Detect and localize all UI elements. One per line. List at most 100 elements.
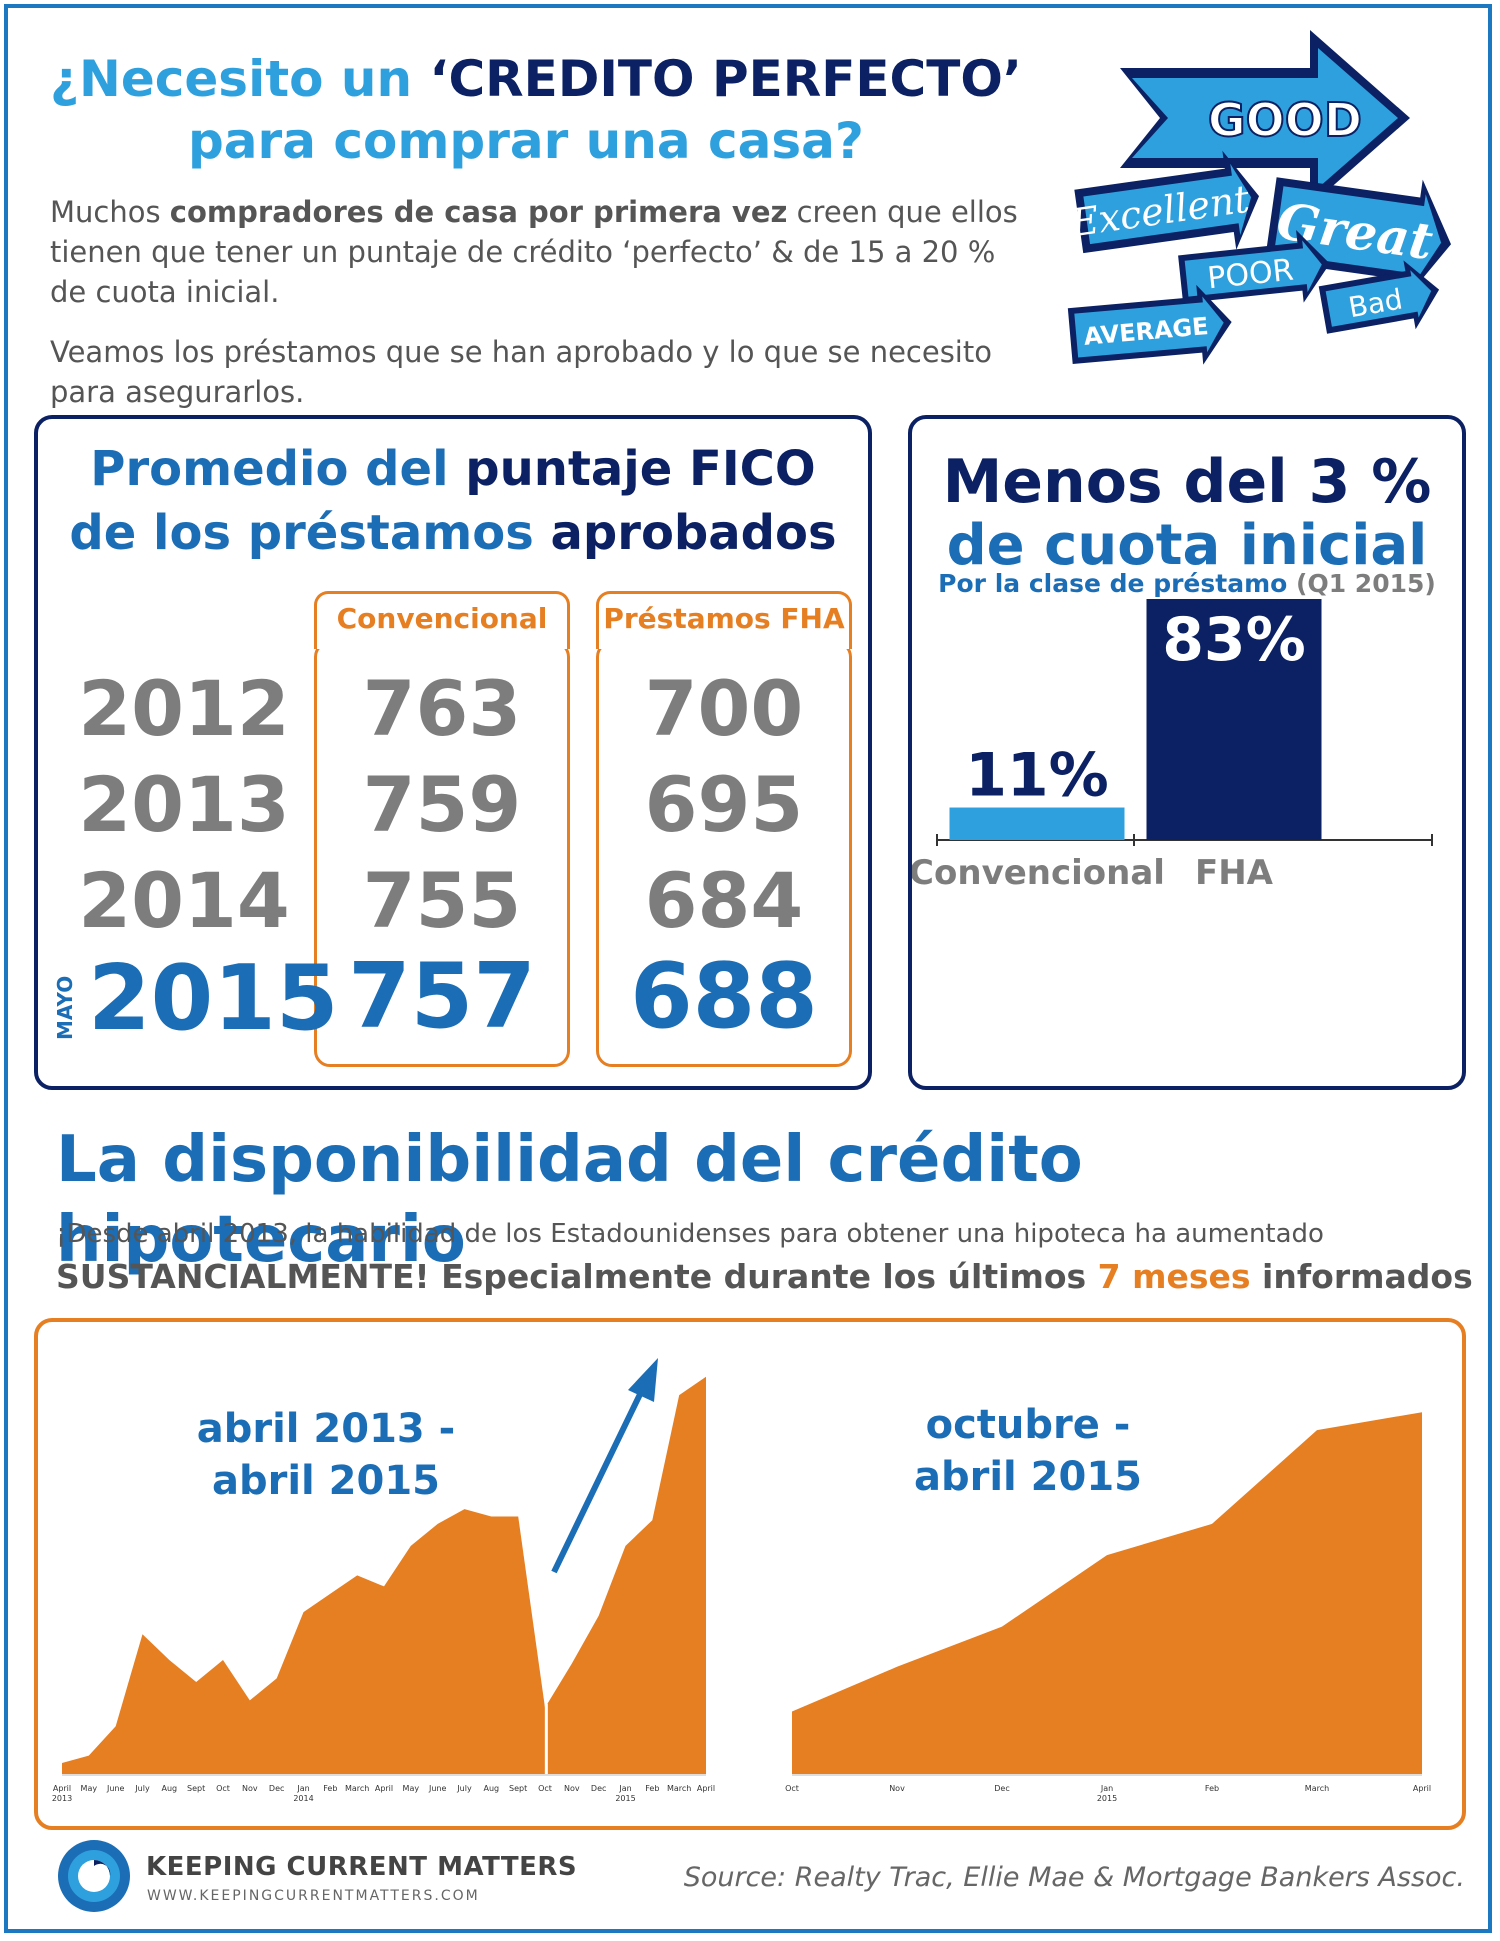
page-frame xyxy=(4,4,1492,1933)
source-note: Source: Realty Trac, Ellie Mae & Mortgag… xyxy=(683,1862,1465,1893)
x-tick-year-1-0: 2013 xyxy=(52,1794,72,1803)
x-tick-label-1-6: Oct xyxy=(216,1784,230,1793)
x-tick-label-1-5: Sept xyxy=(187,1784,205,1793)
x-tick-label-2-3: Jan xyxy=(1100,1784,1113,1793)
area-title-line1-1: abril 2013 - xyxy=(197,1406,456,1452)
x-tick-label-1-16: Aug xyxy=(484,1784,500,1793)
badge-good: GOOD xyxy=(1208,93,1362,147)
text2-part1: SUSTANCIALMENTE! Especialmente durante l… xyxy=(56,1257,1098,1296)
bad-arrow: Bad xyxy=(1318,260,1440,334)
x-tick-label-1-0: April xyxy=(53,1784,71,1793)
year-2013: 2013 xyxy=(78,760,290,849)
title-part2: ‘CREDITO PERFECTO’ xyxy=(429,50,1022,108)
area-title-line1-2: octubre - xyxy=(926,1402,1131,1448)
fico-heading: Promedio del puntaje FICO de los préstam… xyxy=(38,437,868,565)
fha-2012: 700 xyxy=(644,664,804,753)
credit-availability-panel: April 2013 May June July Aug Sept Oct Nov Dec Jan 2… xyxy=(34,1318,1466,1830)
down-payment-heading: Menos del 3 % xyxy=(942,447,1432,517)
fico-head-part1: Promedio del xyxy=(90,441,466,497)
text2-part3: informados xyxy=(1250,1257,1473,1296)
area-fill-1 xyxy=(62,1376,706,1774)
x-tick-label-1-8: Dec xyxy=(269,1784,284,1793)
down-payment-bar-chart: 11% Convencional 83% FHA xyxy=(912,599,1433,893)
poor-arrow: POOR xyxy=(1178,229,1330,304)
intro-bold: compradores de casa por primera vez xyxy=(169,195,788,229)
down-payment-subheading: de cuota inicial xyxy=(946,513,1428,578)
year-2014: 2014 xyxy=(78,856,290,945)
conv-2014: 755 xyxy=(362,856,522,945)
fha-2013: 695 xyxy=(644,760,804,849)
x-tick-label-1-15: July xyxy=(456,1784,472,1793)
bar-convencional xyxy=(949,807,1125,840)
x-tick-label-2-5: March xyxy=(1305,1784,1329,1793)
average-arrow: AVERAGE xyxy=(1067,284,1232,365)
availability-title: La disponibilidad del crédito hipotecari… xyxy=(56,1123,1083,1277)
fha-2015: 688 xyxy=(630,944,818,1049)
x-tick-year-1-9: 2014 xyxy=(293,1794,313,1803)
x-tick-year-1-21: 2015 xyxy=(615,1794,635,1803)
year-2012: 2012 xyxy=(78,664,290,753)
x-tick-label-2-1: Nov xyxy=(889,1784,905,1793)
x-tick-label-2-2: Dec xyxy=(994,1784,1009,1793)
intro-paragraph-1: Muchos compradores de casa por primera v… xyxy=(50,192,1040,312)
intro-pre: Muchos xyxy=(50,195,170,229)
bar-value-label-convencional: 11% xyxy=(965,741,1109,811)
fico-head-part3: de los préstamos xyxy=(69,505,551,561)
conv-2015: 757 xyxy=(348,944,536,1049)
x-tick-label-1-3: July xyxy=(134,1784,150,1793)
year-2015: 2015 xyxy=(88,946,339,1051)
keeping-current-matters-logo-icon xyxy=(58,1840,130,1912)
fico-head-part4: aprobados xyxy=(550,505,837,561)
mayo-label: MAYO xyxy=(53,976,77,1040)
x-tick-label-1-14: June xyxy=(428,1784,447,1793)
x-tick-label-1-24: April xyxy=(697,1784,715,1793)
fha-column-header: Préstamos FHA xyxy=(596,591,852,649)
page-title: ¿Necesito un ‘CREDITO PERFECTO’ para com… xyxy=(50,48,1050,172)
x-tick-label-2-6: April xyxy=(1413,1784,1431,1793)
logo-url: WWW.KEEPINGCURRENTMATTERS.COM xyxy=(147,1888,480,1904)
availability-text-1: ¡Desde abril 2013, la habilidad de los E… xyxy=(56,1219,1324,1249)
x-tick-label-1-11: March xyxy=(345,1784,369,1793)
x-tick-label-1-10: Feb xyxy=(323,1784,337,1793)
fico-head-part2: puntaje FICO xyxy=(465,441,816,497)
intro-paragraph-2: Veamos los préstamos que se han aprobado… xyxy=(50,335,992,409)
availability-text-2: SUSTANCIALMENTE! Especialmente durante l… xyxy=(56,1256,1476,1298)
conv-2013: 759 xyxy=(362,760,522,849)
x-tick-label-1-23: March xyxy=(667,1784,691,1793)
x-tick-label-1-2: June xyxy=(106,1784,125,1793)
x-tick-label-2-4: Feb xyxy=(1205,1784,1219,1793)
x-tick-label-1-4: Aug xyxy=(162,1784,178,1793)
fico-score-panel: Promedio del puntaje FICO de los préstam… xyxy=(34,415,872,1090)
x-tick-label-1-7: Nov xyxy=(242,1784,258,1793)
x-tick-year-2-3: 2015 xyxy=(1097,1794,1117,1803)
intro-text: Muchos compradores de casa por primera v… xyxy=(50,192,1040,432)
x-tick-label-1-17: Sept xyxy=(509,1784,527,1793)
good-arrow: GOOD xyxy=(1120,30,1410,206)
title-line2: para comprar una casa? xyxy=(188,112,864,170)
bar-category-label-fha: FHA xyxy=(1195,853,1274,893)
growth-arrow-line xyxy=(551,1384,647,1574)
x-tick-label-2-0: Oct xyxy=(785,1784,799,1793)
conv-2012: 763 xyxy=(362,664,522,753)
intro-post: creen que ellos tienen que tener un punt… xyxy=(50,195,1018,309)
text2-part2: 7 meses xyxy=(1097,1257,1251,1296)
bar-fha xyxy=(1146,599,1322,840)
x-tick-label-1-18: Oct xyxy=(538,1784,552,1793)
x-tick-label-1-21: Jan xyxy=(618,1784,631,1793)
growth-arrow-head xyxy=(628,1358,658,1402)
conventional-column-header: Convencional xyxy=(314,591,570,649)
area-fill-2 xyxy=(792,1412,1422,1774)
x-tick-label-1-19: Nov xyxy=(564,1784,580,1793)
x-tick-label-1-22: Feb xyxy=(645,1784,659,1793)
bar-category-label-convencional: Convencional xyxy=(912,853,1165,893)
caption-part2: (Q1 2015) xyxy=(1296,569,1436,598)
x-tick-label-1-1: May xyxy=(81,1784,98,1793)
down-payment-panel: Menos del 3 % de cuota inicial Por la cl… xyxy=(908,415,1466,1090)
mayo-text: MAYO xyxy=(53,976,77,1040)
credit-rating-arrows-graphic: GOOD Excellent Great POOR Bad AVERAGE xyxy=(1067,30,1452,365)
bar-value-label-fha: 83% xyxy=(1162,605,1306,675)
area-title-line2-2: abril 2015 xyxy=(914,1454,1142,1500)
x-tick-label-1-20: Dec xyxy=(591,1784,606,1793)
fha-2014: 684 xyxy=(644,856,804,945)
